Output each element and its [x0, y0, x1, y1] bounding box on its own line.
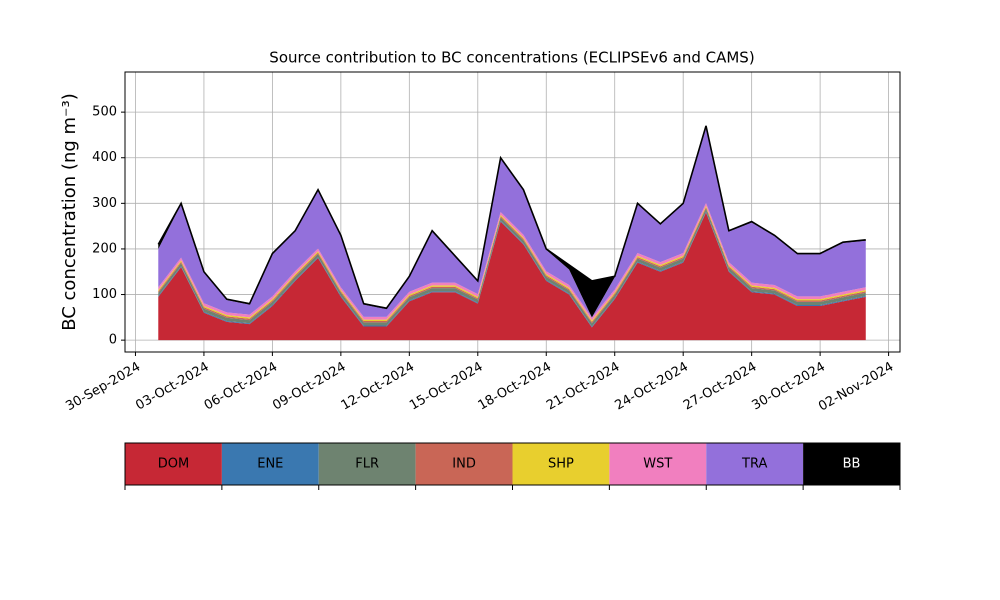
y-tick-label: 300: [92, 196, 117, 211]
legend-swatch: [318, 443, 416, 485]
legend-swatch: [512, 443, 610, 485]
legend-label: IND: [452, 457, 476, 472]
x-tick-label: 30-Sep-2024: [63, 360, 143, 415]
legend-swatch: [221, 443, 319, 485]
chart-title: Source contribution to BC concentrations…: [269, 49, 754, 67]
y-tick-label: 500: [92, 105, 117, 120]
legend-label: TRA: [741, 457, 767, 472]
area: [158, 126, 866, 318]
legend-label: BB: [843, 457, 861, 472]
legend-swatch: [706, 443, 804, 485]
area: [158, 212, 866, 341]
legend-label: DOM: [158, 457, 189, 472]
legend-frame: [124, 442, 901, 486]
legend-label: WST: [643, 457, 672, 472]
legend-label: FLR: [355, 457, 379, 472]
total-outline: [157, 125, 866, 310]
x-tick-label: 02-Nov-2024: [816, 360, 896, 415]
x-tick-label: 03-Oct-2024: [133, 360, 211, 414]
y-tick-label: 400: [92, 150, 117, 165]
plot-frame: [124, 71, 901, 353]
y-axis-label: BC concentration (ng m⁻³): [59, 93, 80, 331]
x-tick-label: 09-Oct-2024: [270, 360, 348, 414]
legend-swatch: [415, 443, 513, 485]
x-tick-label: 30-Oct-2024: [749, 360, 827, 414]
y-tick-label: 100: [92, 287, 117, 302]
x-tick-label: 21-Oct-2024: [544, 360, 622, 414]
x-tick-label: 06-Oct-2024: [202, 360, 280, 414]
legend-label: SHP: [548, 457, 574, 472]
legend-swatch: [125, 443, 222, 485]
legend-swatch: [609, 443, 707, 485]
x-tick-label: 27-Oct-2024: [681, 360, 759, 414]
legend-swatch: [803, 443, 900, 485]
x-tick-label: 18-Oct-2024: [476, 360, 554, 414]
y-tick-label: 200: [92, 241, 117, 256]
x-tick-label: 24-Oct-2024: [613, 360, 691, 414]
y-tick-label: 0: [109, 333, 117, 348]
legend-label: ENE: [257, 457, 283, 472]
area: [158, 208, 866, 327]
x-tick-label: 15-Oct-2024: [407, 360, 485, 414]
x-tick-label: 12-Oct-2024: [339, 360, 417, 414]
